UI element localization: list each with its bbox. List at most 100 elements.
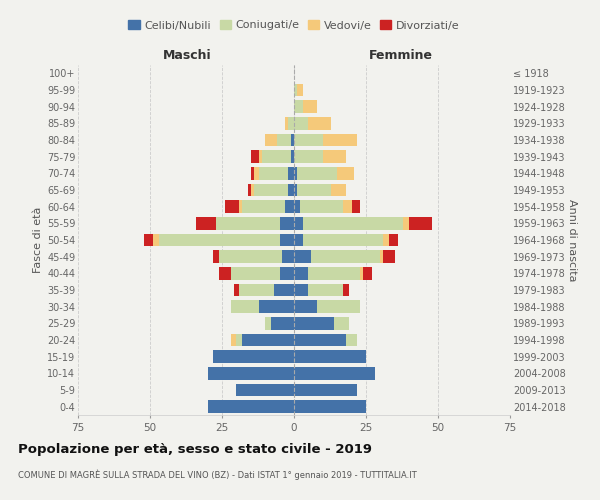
Bar: [271, 317, 294, 330]
Bar: [225, 200, 239, 213]
Y-axis label: Fasce di età: Fasce di età: [32, 207, 43, 273]
Bar: [236, 334, 242, 346]
Bar: [297, 184, 331, 196]
Bar: [288, 117, 294, 130]
Bar: [294, 250, 311, 263]
Bar: [294, 134, 323, 146]
Bar: [334, 317, 349, 330]
Bar: [214, 350, 294, 363]
Bar: [294, 100, 302, 113]
Bar: [346, 334, 358, 346]
Bar: [230, 300, 259, 313]
Bar: [242, 334, 294, 346]
Bar: [297, 84, 302, 96]
Bar: [265, 134, 277, 146]
Bar: [294, 117, 308, 130]
Bar: [383, 250, 395, 263]
Bar: [230, 334, 236, 346]
Bar: [219, 267, 230, 280]
Bar: [352, 200, 360, 213]
Text: Popolazione per età, sesso e stato civile - 2019: Popolazione per età, sesso e stato civil…: [18, 442, 372, 456]
Bar: [343, 284, 349, 296]
Bar: [294, 350, 366, 363]
Bar: [291, 134, 294, 146]
Bar: [337, 167, 355, 179]
Legend: Celibi/Nubili, Coniugati/e, Vedovi/e, Divorziati/e: Celibi/Nubili, Coniugati/e, Vedovi/e, Di…: [124, 16, 464, 35]
Bar: [308, 267, 360, 280]
Bar: [288, 184, 294, 196]
Bar: [208, 367, 294, 380]
Bar: [360, 267, 363, 280]
Bar: [294, 184, 297, 196]
Bar: [286, 117, 288, 130]
Bar: [317, 300, 360, 313]
Bar: [283, 250, 294, 263]
Bar: [308, 284, 343, 296]
Bar: [308, 117, 331, 130]
Bar: [294, 84, 297, 96]
Bar: [294, 284, 308, 296]
Bar: [280, 217, 294, 230]
Bar: [294, 267, 308, 280]
Bar: [153, 234, 158, 246]
Bar: [294, 367, 374, 380]
Bar: [219, 250, 283, 263]
Bar: [294, 334, 346, 346]
Bar: [254, 167, 259, 179]
Bar: [380, 250, 383, 263]
Bar: [242, 200, 286, 213]
Bar: [389, 234, 398, 246]
Bar: [239, 284, 274, 296]
Bar: [403, 217, 409, 230]
Bar: [302, 217, 403, 230]
Bar: [323, 134, 358, 146]
Bar: [300, 200, 343, 213]
Bar: [236, 384, 294, 396]
Bar: [331, 184, 346, 196]
Bar: [277, 134, 291, 146]
Bar: [280, 234, 294, 246]
Bar: [196, 217, 216, 230]
Bar: [230, 267, 280, 280]
Bar: [294, 167, 297, 179]
Bar: [265, 317, 271, 330]
Bar: [297, 167, 337, 179]
Bar: [251, 167, 254, 179]
Bar: [259, 150, 262, 163]
Bar: [302, 234, 383, 246]
Bar: [158, 234, 280, 246]
Bar: [409, 217, 432, 230]
Bar: [294, 200, 300, 213]
Bar: [363, 267, 372, 280]
Bar: [294, 234, 302, 246]
Bar: [294, 384, 358, 396]
Bar: [259, 167, 288, 179]
Bar: [144, 234, 153, 246]
Bar: [254, 184, 288, 196]
Bar: [343, 200, 352, 213]
Bar: [302, 100, 317, 113]
Bar: [294, 217, 302, 230]
Bar: [262, 150, 291, 163]
Bar: [294, 400, 366, 413]
Bar: [280, 267, 294, 280]
Bar: [259, 300, 294, 313]
Bar: [233, 284, 239, 296]
Bar: [251, 184, 254, 196]
Bar: [274, 284, 294, 296]
Bar: [208, 400, 294, 413]
Bar: [248, 184, 251, 196]
Bar: [291, 150, 294, 163]
Bar: [286, 200, 294, 213]
Bar: [294, 150, 323, 163]
Text: Femmine: Femmine: [368, 48, 433, 62]
Y-axis label: Anni di nascita: Anni di nascita: [566, 198, 577, 281]
Bar: [214, 250, 219, 263]
Bar: [294, 300, 317, 313]
Bar: [323, 150, 346, 163]
Bar: [288, 167, 294, 179]
Text: COMUNE DI MAGRÈ SULLA STRADA DEL VINO (BZ) - Dati ISTAT 1° gennaio 2019 - TUTTIT: COMUNE DI MAGRÈ SULLA STRADA DEL VINO (B…: [18, 470, 417, 480]
Text: Maschi: Maschi: [163, 48, 212, 62]
Bar: [216, 217, 280, 230]
Bar: [251, 150, 259, 163]
